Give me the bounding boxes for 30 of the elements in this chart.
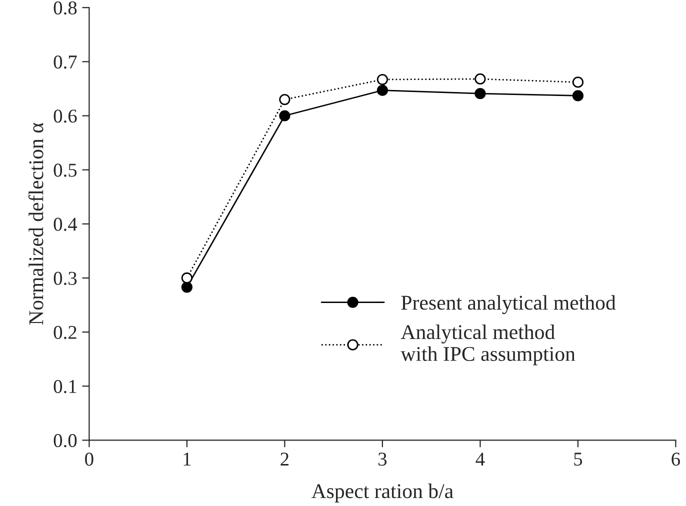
x-tick-label: 1: [184, 452, 191, 466]
y-tick-label: 0.0: [54, 434, 77, 448]
y-tick-label: 0.6: [54, 110, 77, 123]
y-tick-label: 0.1: [54, 380, 76, 394]
point: [474, 73, 486, 85]
point: [376, 84, 388, 96]
y-tick-label: 0.8: [54, 1, 77, 15]
x-tick-label: 4: [476, 452, 485, 466]
point: [181, 272, 192, 284]
point: [181, 282, 192, 293]
x-tick-label: 5: [574, 452, 582, 466]
y-tick-label: 0.4: [54, 218, 78, 231]
y-tick-label: 0.7: [54, 55, 77, 69]
x-tick-label: 6: [672, 452, 680, 466]
x-axis-title: Aspect ration b/a: [311, 484, 454, 502]
point: [572, 90, 584, 102]
x-tick-label: 0: [85, 452, 94, 466]
point: [572, 76, 584, 88]
point: [474, 88, 486, 100]
y-tick-label: 0.5: [54, 164, 77, 177]
y-axis-title: Normalized deflection α: [28, 122, 44, 325]
point: [279, 94, 290, 106]
legend-label: Present analytical method: [401, 295, 616, 314]
x-tick-label: 2: [280, 452, 288, 466]
point: [376, 74, 388, 86]
x-tick-label: 3: [378, 452, 387, 466]
point: [279, 110, 290, 122]
y-tick-label: 0.3: [54, 272, 77, 286]
legend-label: Analytical method with IPC assumption: [400, 324, 576, 366]
y-tick-label: 0.2: [54, 326, 76, 340]
